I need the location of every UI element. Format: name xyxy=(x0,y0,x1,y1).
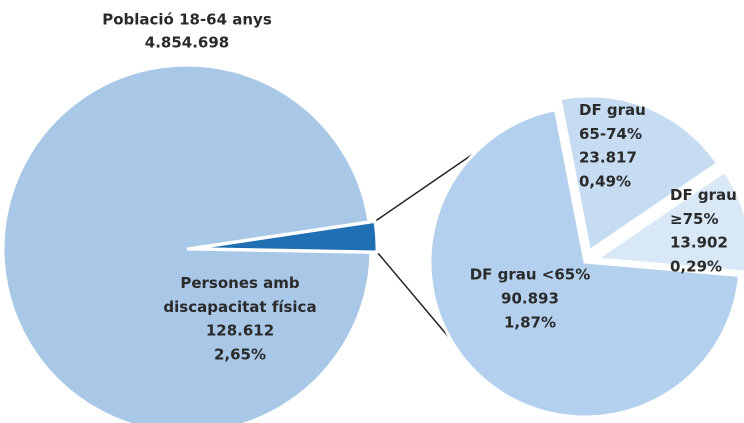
chart-title: Població 18-64 anys xyxy=(102,11,272,29)
chart-subtitle: 4.854.698 xyxy=(145,34,229,52)
count-label: 128.612 xyxy=(206,322,274,340)
slice-label: DF grau <65% xyxy=(470,266,591,284)
pie-slice xyxy=(192,219,379,254)
count-label: 23.817 xyxy=(579,149,637,167)
connectors xyxy=(374,151,476,340)
pie-slice xyxy=(592,169,744,274)
connector-line xyxy=(376,251,452,340)
slice-label: DF grau 65-74% xyxy=(579,101,646,143)
value-label: 0,49% xyxy=(579,173,631,191)
pie-slice xyxy=(558,94,720,254)
count-label: 90.893 xyxy=(501,290,559,308)
value-label: 2,65% xyxy=(214,346,266,364)
connector-line xyxy=(374,151,476,223)
value-label: 0,29% xyxy=(670,258,722,276)
count-label: 13.902 xyxy=(670,234,728,252)
slice-label: DF grau ≥75% xyxy=(670,186,737,228)
pie-slice xyxy=(428,108,742,419)
pie-slice xyxy=(1,63,373,423)
slice-label: Persones amb discapacitat física xyxy=(163,274,316,316)
value-label: 1,87% xyxy=(504,314,556,332)
